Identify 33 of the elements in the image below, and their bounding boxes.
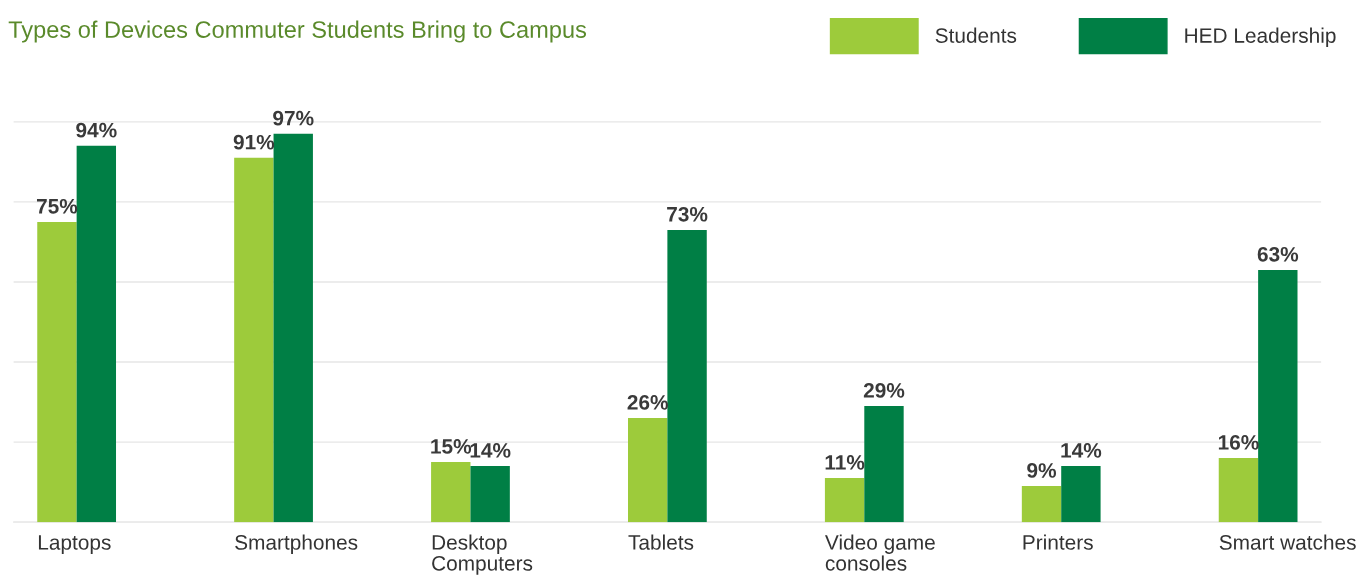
data-label: 94% <box>76 122 117 138</box>
bar <box>431 462 471 523</box>
bar <box>864 406 904 523</box>
data-label: 29% <box>863 383 905 398</box>
data-label: 97% <box>273 110 314 126</box>
x-tick-label: Printers <box>1023 534 1093 550</box>
data-label: 73% <box>667 206 708 222</box>
x-tick-label: Desktop Computers <box>432 534 533 575</box>
data-label: 9% <box>1027 463 1057 478</box>
x-tick-label: Video game consoles <box>825 534 935 571</box>
x-tick-label: Tablets <box>628 534 694 550</box>
bar <box>824 478 865 523</box>
bar <box>1021 486 1062 523</box>
data-label: 15% <box>431 439 472 454</box>
data-label: 63% <box>1257 246 1299 262</box>
x-tick-label: Laptops <box>38 535 111 554</box>
chart-title: Types of Devices Commuter Students Bring to Campus <box>8 20 587 43</box>
bar <box>1218 458 1259 523</box>
bar <box>1061 466 1101 523</box>
data-label: 14% <box>1061 443 1102 458</box>
bar <box>628 418 668 523</box>
bar <box>234 157 274 523</box>
legend-label: Students <box>935 27 1017 43</box>
data-label: 14% <box>470 443 511 458</box>
bar <box>1258 269 1298 523</box>
bar <box>76 145 117 523</box>
x-tick-label: Smart watches <box>1219 534 1356 550</box>
legend-label: HED Leadership <box>1185 27 1336 48</box>
bar <box>667 229 707 523</box>
x-tick-label: Smartphones <box>235 534 358 554</box>
bar <box>273 133 313 523</box>
bar <box>37 221 77 523</box>
bar <box>470 466 510 523</box>
